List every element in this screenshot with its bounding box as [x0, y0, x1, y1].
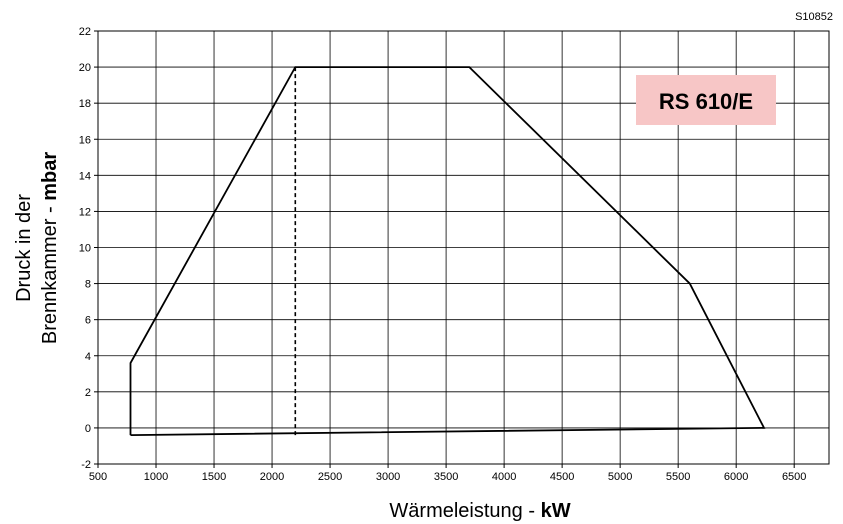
y-tick-label: 22 — [79, 26, 91, 38]
x-tick-label: 6000 — [724, 471, 748, 483]
y-tick-label: 18 — [79, 98, 91, 110]
x-tick-label: 4000 — [492, 471, 516, 483]
x-tick-label: 1500 — [202, 471, 226, 483]
x-tick-label: 6500 — [782, 471, 806, 483]
y-axis-unit: mbar — [39, 152, 61, 201]
plot-area-frame — [97, 30, 830, 465]
x-axis-label: Wärmeleistung - kW — [389, 500, 570, 522]
y-tick-label: 12 — [79, 206, 91, 218]
y-tick-label: -2 — [81, 459, 91, 471]
y-tick-label: 14 — [79, 170, 91, 182]
tick-labels: 500 1000 1500 2000 2500 3000 3500 4000 4500 5000 5… — [79, 26, 807, 483]
y-tick-label: 6 — [85, 315, 91, 327]
y-tick-label: 20 — [79, 62, 91, 74]
y-tick-label: 0 — [85, 423, 91, 435]
y-axis-label-text: Brennkammer - — [39, 201, 61, 344]
y-tick-label: 4 — [85, 351, 91, 363]
x-tick-label: 4500 — [550, 471, 574, 483]
x-tick-label: 2500 — [318, 471, 342, 483]
model-label-text: RS 610/E — [659, 89, 753, 114]
x-tick-label: 1000 — [144, 471, 168, 483]
y-tick-label: 16 — [79, 134, 91, 146]
x-axis-unit: kW — [541, 500, 571, 522]
x-tick-label: 2000 — [260, 471, 284, 483]
y-tick-label: 8 — [85, 279, 91, 291]
x-axis-label-text: Wärmeleistung - — [389, 500, 540, 522]
x-tick-label: 3000 — [376, 471, 400, 483]
x-tick-label: 500 — [89, 471, 107, 483]
y-axis-label-line2: Brennkammer - mbar — [39, 152, 61, 344]
x-tick-label: 5500 — [666, 471, 690, 483]
working-field-outline — [129, 66, 766, 436]
model-label-background — [636, 75, 776, 125]
x-tick-label: 3500 — [434, 471, 458, 483]
figure-code: S10852 — [795, 11, 833, 23]
y-tick-label: 2 — [85, 387, 91, 399]
x-tick-label: 5000 — [608, 471, 632, 483]
model-label: RS 610/E — [636, 75, 776, 125]
series — [129, 66, 766, 436]
y-tick-label: 10 — [79, 243, 91, 255]
y-axis-label-line1: Druck in der — [13, 194, 35, 302]
